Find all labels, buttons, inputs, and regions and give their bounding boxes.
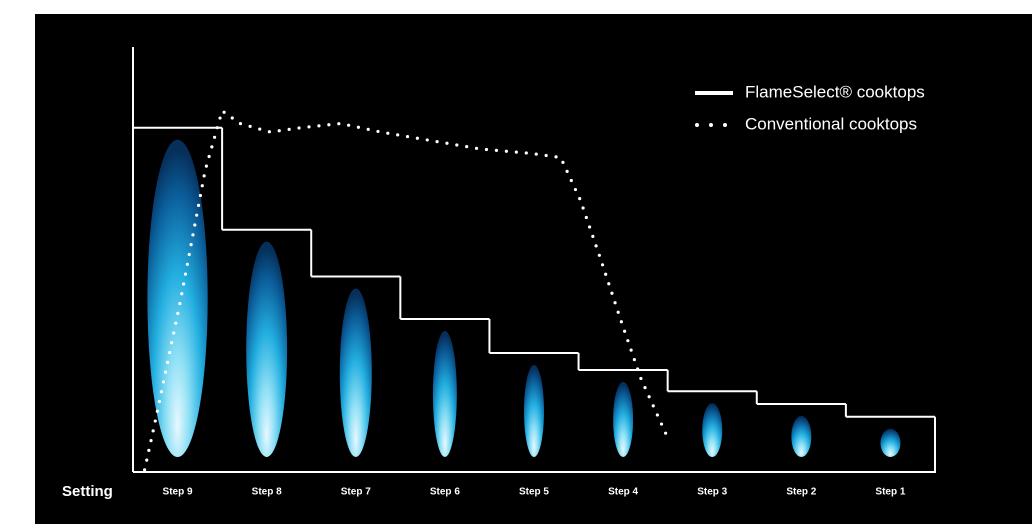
x-tick-label: Step 6 — [430, 487, 460, 498]
x-tick-label: Step 5 — [519, 487, 549, 498]
x-tick-label: Step 1 — [875, 487, 905, 498]
flame — [432, 331, 457, 457]
flame — [524, 365, 544, 457]
x-tick-label: Step 4 — [608, 487, 638, 498]
x-tick-label: Step 9 — [163, 487, 193, 498]
flame — [339, 288, 372, 457]
legend-label: FlameSelect® cooktops — [745, 82, 925, 101]
x-axis-label: Setting — [62, 483, 113, 500]
x-tick-label: Step 7 — [341, 487, 371, 498]
flame — [791, 416, 812, 457]
flame — [702, 403, 723, 457]
flame — [880, 428, 901, 457]
flame — [613, 382, 634, 457]
x-tick-label: Step 8 — [252, 487, 282, 498]
flame — [147, 139, 208, 457]
x-tick-label: Step 3 — [697, 487, 727, 498]
legend-label: Conventional cooktops — [745, 114, 917, 133]
x-tick-label: Step 2 — [786, 487, 816, 498]
flame — [246, 241, 288, 457]
